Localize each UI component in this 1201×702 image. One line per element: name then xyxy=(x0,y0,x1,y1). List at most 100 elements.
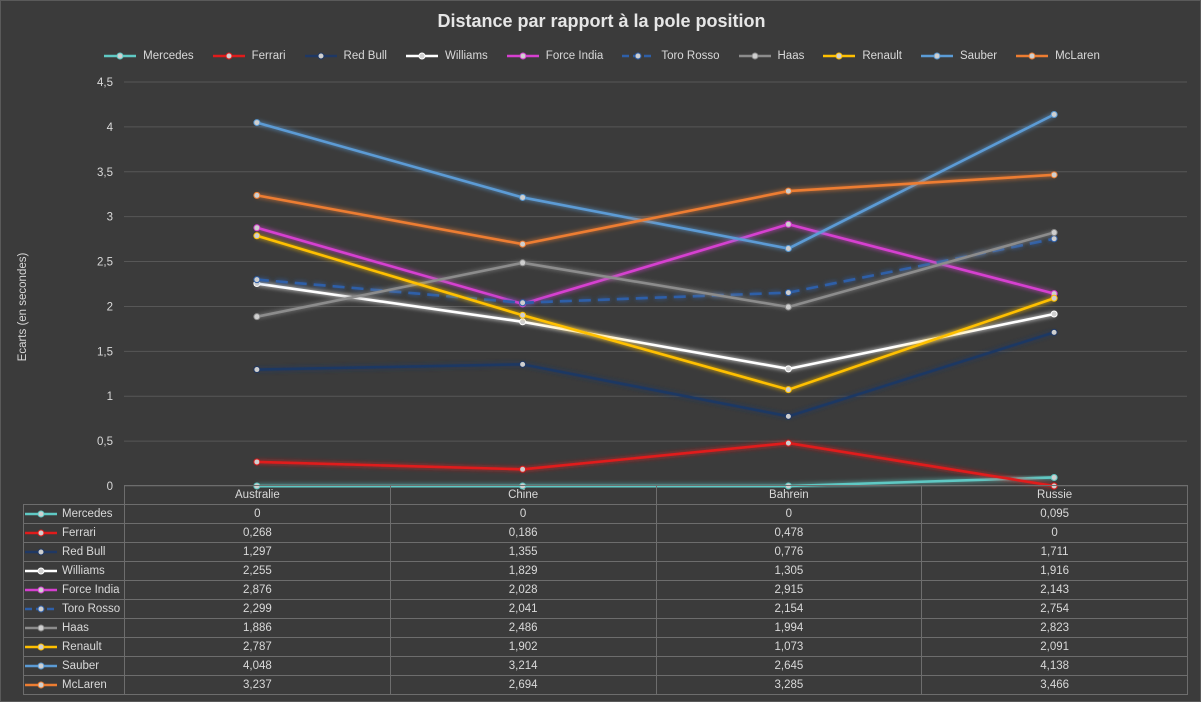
legend-swatch xyxy=(25,529,57,537)
table-row: Red Bull 1,297 1,355 0,776 1,711 xyxy=(23,542,1188,562)
point-renault xyxy=(1050,294,1058,302)
point-force-india xyxy=(253,224,261,232)
series-line-williams xyxy=(256,282,1055,371)
series-line-ferrari xyxy=(256,441,1055,488)
legend-label: Mercedes xyxy=(143,50,194,62)
table-cell: 2,645 xyxy=(655,656,923,676)
table-cell: 3,214 xyxy=(389,656,657,676)
legend-swatch xyxy=(25,567,57,575)
legend-item-haas: Haas xyxy=(738,47,804,65)
table-cell: 0,268 xyxy=(124,523,391,543)
table-row: McLaren 3,237 2,694 3,285 3,466 xyxy=(23,675,1188,695)
point-toro-rosso xyxy=(519,299,527,307)
table-header-row: Australie Chine Bahrein Russie xyxy=(24,485,1188,505)
series-line-toro-rosso xyxy=(256,237,1055,305)
table-series-cell: Ferrari xyxy=(23,523,125,543)
legend-swatch xyxy=(738,52,771,60)
table-cell: 2,823 xyxy=(921,618,1188,638)
legend-swatch xyxy=(506,52,539,60)
y-tick-label: 1 xyxy=(107,391,113,403)
table-row: Haas 1,886 2,486 1,994 2,823 xyxy=(23,618,1188,638)
point-sauber xyxy=(784,245,792,253)
point-mclaren xyxy=(519,240,527,248)
legend-label: Toro Rosso xyxy=(661,50,720,62)
table-series-cell: Haas xyxy=(23,618,125,638)
chart-title: Distance par rapport à la pole position xyxy=(437,11,766,31)
point-force-india xyxy=(784,220,792,228)
table-series-name: Red Bull xyxy=(62,546,106,558)
table-cell: 3,285 xyxy=(655,675,923,695)
y-tick-label: 3,5 xyxy=(97,167,113,179)
legend-swatch xyxy=(104,52,137,60)
point-red-bull xyxy=(519,360,527,368)
legend-swatch xyxy=(823,52,856,60)
x-tick-label: Russie xyxy=(921,485,1188,505)
point-ferrari xyxy=(784,439,792,447)
legend-label: Williams xyxy=(444,50,488,62)
legend-item-renault: Renault xyxy=(822,47,902,65)
point-haas xyxy=(253,313,261,321)
table-cell: 1,902 xyxy=(389,637,657,657)
legend-swatch xyxy=(212,52,245,60)
table-cell: 2,754 xyxy=(921,599,1188,619)
table-row: Toro Rosso 2,299 2,041 2,154 2,754 xyxy=(23,599,1188,619)
table-series-name: Haas xyxy=(62,622,89,634)
point-red-bull xyxy=(1050,328,1058,336)
table-cell: 2,091 xyxy=(921,637,1188,657)
x-tick-label: Chine xyxy=(389,485,657,505)
table-row: Renault 2,787 1,902 1,073 2,091 xyxy=(23,637,1188,657)
table-row: Sauber 4,048 3,214 2,645 4,138 xyxy=(23,656,1188,676)
y-tick-label: 2,5 xyxy=(97,257,113,269)
legend-swatch xyxy=(25,643,57,651)
table-series-cell: Red Bull xyxy=(23,542,125,562)
legend-item-mclaren: McLaren xyxy=(1015,47,1100,65)
point-toro-rosso xyxy=(1050,235,1058,243)
point-toro-rosso xyxy=(253,276,261,284)
series-line-haas xyxy=(256,231,1055,318)
series-line-red-bull xyxy=(256,331,1055,418)
table-series-name: Williams xyxy=(62,565,105,577)
point-mclaren xyxy=(253,191,261,199)
table-cell: 2,041 xyxy=(389,599,657,619)
y-tick-label: 2 xyxy=(107,301,113,313)
point-renault xyxy=(784,386,792,394)
table-row: Force India 2,876 2,028 2,915 2,143 xyxy=(23,580,1188,600)
table-series-cell: Williams xyxy=(23,561,125,581)
legend-item-williams: Williams xyxy=(405,47,488,65)
legend-swatch xyxy=(405,52,438,60)
legend-label: Renault xyxy=(862,50,902,62)
legend-item-mercedes: Mercedes xyxy=(103,47,194,65)
x-tick-label: Australie xyxy=(124,485,391,505)
table-series-name: Sauber xyxy=(62,660,100,672)
point-renault xyxy=(253,232,261,240)
data-table: Australie Chine Bahrein Russie Mercedes 0 0 0 0,… xyxy=(23,485,1188,695)
point-mclaren xyxy=(784,187,792,195)
table-cell: 1,305 xyxy=(655,561,923,581)
table-series-name: Toro Rosso xyxy=(62,603,121,615)
legend-item-ferrari: Ferrari xyxy=(212,47,286,65)
table-cell: 1,829 xyxy=(389,561,657,581)
y-tick-label: 3 xyxy=(107,212,113,224)
table-cell: 3,237 xyxy=(124,675,391,695)
series-line-sauber xyxy=(256,113,1055,250)
table-cell: 0,776 xyxy=(655,542,923,562)
table-cell: 4,138 xyxy=(921,656,1188,676)
table-series-cell: Renault xyxy=(23,637,125,657)
legend-swatch xyxy=(25,605,57,613)
table-series-name: Force India xyxy=(62,584,120,596)
table-series-cell: Sauber xyxy=(23,656,125,676)
table-cell: 1,994 xyxy=(655,618,923,638)
table-cell: 0 xyxy=(389,504,657,524)
legend-label: Force India xyxy=(545,50,604,62)
legend-swatch xyxy=(25,662,57,670)
point-haas xyxy=(784,303,792,311)
point-sauber xyxy=(253,119,261,127)
series-line-renault xyxy=(256,234,1055,391)
legend-item-red-bull: Red Bull xyxy=(304,47,387,65)
point-williams xyxy=(1050,310,1058,318)
series-line-force-india xyxy=(256,222,1055,306)
y-tick-label: 0,5 xyxy=(97,436,113,448)
table-cell: 2,255 xyxy=(124,561,391,581)
